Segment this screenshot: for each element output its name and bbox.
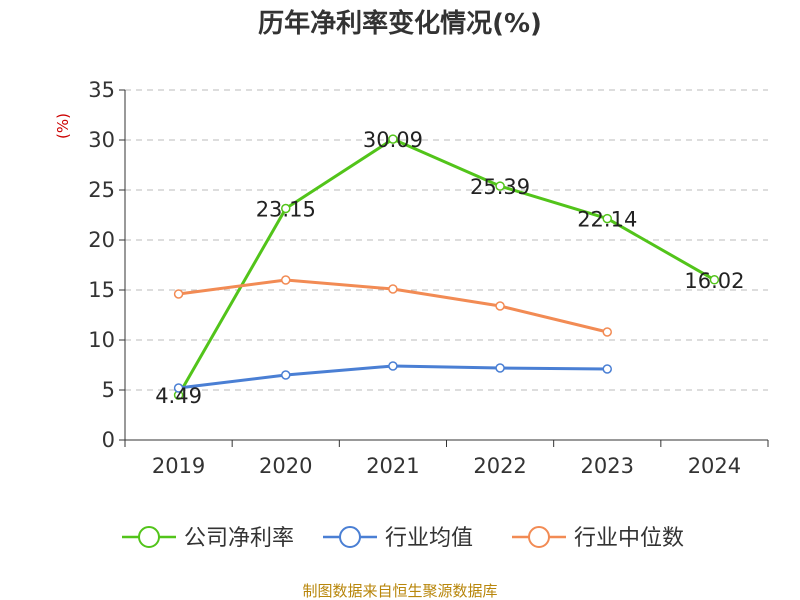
data-point bbox=[281, 275, 291, 285]
data-point bbox=[388, 361, 398, 371]
gridlines bbox=[125, 89, 768, 391]
legend-label: 行业均值 bbox=[385, 526, 473, 551]
x-tick-label: 2021 bbox=[366, 454, 419, 478]
y-axis-label: (%) bbox=[54, 113, 72, 139]
data-point bbox=[495, 363, 505, 373]
y-tick-label: 0 bbox=[102, 428, 115, 452]
x-tick-label: 2023 bbox=[581, 454, 634, 478]
data-point bbox=[281, 370, 291, 380]
source-note: 制图数据来自恒生聚源数据库 bbox=[302, 582, 497, 600]
data-label: 22.14 bbox=[577, 208, 637, 232]
legend-swatch-marker bbox=[528, 526, 550, 548]
chart-title: 历年净利率变化情况(%) bbox=[258, 8, 542, 39]
x-tick-label: 2024 bbox=[688, 454, 741, 478]
data-label: 30.09 bbox=[363, 128, 423, 152]
data-label: 25.39 bbox=[470, 175, 530, 199]
y-tick-label: 30 bbox=[88, 128, 115, 152]
legend-swatch-marker bbox=[138, 526, 160, 548]
series-lines bbox=[173, 134, 720, 400]
x-tick-label: 2019 bbox=[152, 454, 205, 478]
x-tick-label: 2022 bbox=[473, 454, 526, 478]
y-tick-label: 15 bbox=[88, 278, 115, 302]
data-point bbox=[709, 275, 720, 285]
data-point bbox=[173, 289, 184, 299]
legend: 公司净利率 行业均值 行业中位数 bbox=[122, 526, 684, 551]
data-labels: 4.49 23.15 30.09 25.39 22.14 16.02 bbox=[155, 128, 744, 408]
data-label: 16.02 bbox=[684, 269, 744, 293]
y-tick-label: 10 bbox=[88, 328, 115, 352]
data-label: 4.49 bbox=[155, 384, 202, 408]
legend-label: 公司净利率 bbox=[184, 526, 294, 551]
data-point bbox=[388, 284, 398, 294]
data-point bbox=[495, 181, 505, 191]
data-point bbox=[388, 134, 398, 144]
data-point bbox=[173, 383, 184, 393]
x-tick-label: 2020 bbox=[259, 454, 312, 478]
y-tick-label: 20 bbox=[88, 228, 115, 252]
y-tick-label: 25 bbox=[88, 178, 115, 202]
data-point bbox=[602, 327, 612, 337]
y-tick-label: 5 bbox=[102, 378, 115, 402]
data-point bbox=[495, 301, 505, 311]
data-point bbox=[602, 364, 612, 374]
series-line bbox=[177, 137, 716, 396]
data-point bbox=[602, 213, 612, 224]
data-point bbox=[281, 203, 291, 214]
data-label: 23.15 bbox=[256, 198, 316, 222]
axes: 0 5 10 15 20 25 30 35 2019 2020 2021 2022 2023 2024 bbox=[88, 78, 769, 478]
y-tick-label: 35 bbox=[88, 78, 115, 102]
legend-label: 行业中位数 bbox=[574, 526, 684, 551]
legend-swatch-marker bbox=[339, 526, 361, 548]
